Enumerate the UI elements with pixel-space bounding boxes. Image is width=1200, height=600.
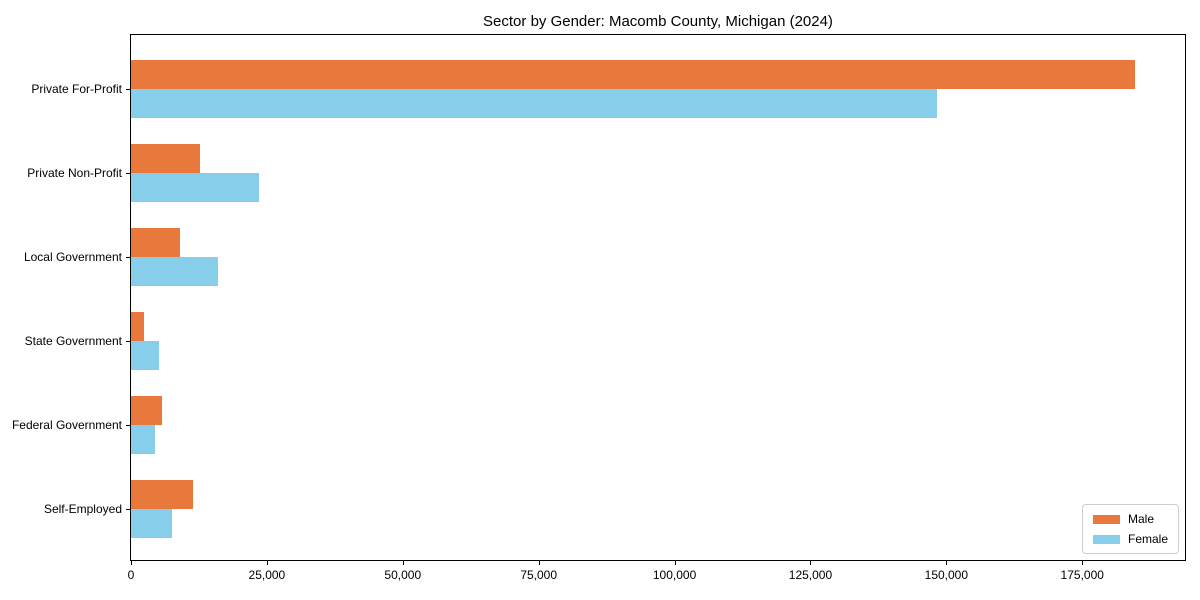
bar-female-state-government [131,340,159,370]
x-tick-label-50-000: 50,000 [384,568,422,582]
x-tick-label-75-000: 75,000 [520,568,558,582]
legend-item-male: Male [1092,512,1168,526]
bar-female-private-for-profit [131,88,937,118]
y-tick [126,256,130,258]
x-tick [674,561,676,565]
x-tick [810,561,812,565]
y-tick [126,172,130,174]
x-tick-label-175-000: 175,000 [1060,568,1104,582]
legend-item-female: Female [1092,532,1168,546]
male-swatch-icon [1092,514,1120,524]
y-tick [126,424,130,426]
bar-male-self-employed [131,480,193,509]
bar-female-federal-government [131,424,155,454]
legend-label-male: Male [1127,512,1154,526]
plot-area: Male Female [130,34,1186,561]
bar-female-private-non-profit [131,172,259,202]
category-label-state-government: State Government [24,333,122,348]
bar-female-self-employed [131,509,172,538]
x-tick [266,561,268,565]
bar-male-private-for-profit [131,59,1135,89]
bar-female-local-government [131,256,218,286]
bar-male-local-government [131,227,180,257]
y-tick [126,340,130,342]
x-tick [946,561,948,565]
x-tick-label-0: 0 [127,568,135,582]
category-label-federal-government: Federal Government [11,417,122,432]
x-tick [131,561,132,565]
category-label-local-government: Local Government [23,249,122,264]
category-label-self-employed: Self-Employed [43,502,122,516]
x-tick-label-150-000: 150,000 [924,568,969,582]
y-tick [126,88,130,90]
legend-label-female: Female [1127,532,1168,546]
legend: Male Female [1081,504,1179,554]
x-tick-label-100-000: 100,000 [652,568,697,582]
bar-male-private-non-profit [131,143,200,173]
x-tick-label-25-000: 25,000 [248,568,286,582]
chart-title: Sector by Gender: Macomb County, Michiga… [483,13,833,30]
bar-male-federal-government [131,395,162,425]
x-tick [538,561,540,565]
x-tick-label-125-000: 125,000 [788,568,833,582]
female-swatch-icon [1092,534,1120,544]
x-tick [1082,561,1084,565]
y-tick [126,509,130,510]
category-label-private-for-profit: Private For-Profit [31,81,122,96]
bar-male-state-government [131,311,144,341]
category-label-private-non-profit: Private Non-Profit [27,165,122,180]
x-tick [402,561,404,565]
